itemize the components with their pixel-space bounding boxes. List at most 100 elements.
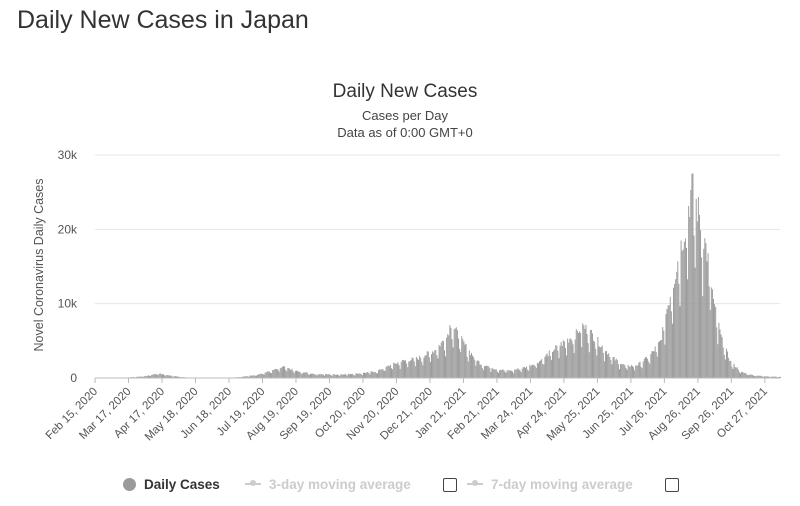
bar[interactable] [665,314,667,378]
bar[interactable] [567,338,569,378]
bar[interactable] [247,376,249,378]
bar[interactable] [689,216,691,378]
bar[interactable] [501,370,503,378]
bar[interactable] [649,363,651,378]
bar[interactable] [764,376,766,378]
bar[interactable] [463,341,465,378]
bar[interactable] [241,376,243,378]
bar[interactable] [688,206,690,378]
bar[interactable] [535,367,537,378]
bar[interactable] [708,286,710,378]
bar[interactable] [298,371,300,378]
bar[interactable] [760,375,762,378]
bar[interactable] [366,372,368,378]
bar[interactable] [414,366,416,378]
bar[interactable] [346,375,348,378]
bar[interactable] [717,344,719,378]
bar[interactable] [481,367,483,378]
bar[interactable] [472,355,474,378]
bar[interactable] [276,369,278,378]
bar[interactable] [252,375,254,378]
bar[interactable] [682,249,684,378]
bar[interactable] [326,374,328,378]
bar[interactable] [422,365,424,378]
bar[interactable] [360,374,362,378]
bar[interactable] [671,323,673,378]
bar[interactable] [440,342,442,378]
bar[interactable] [622,364,624,378]
bar[interactable] [379,369,381,378]
bar[interactable] [329,374,331,378]
bar[interactable] [536,362,538,378]
bar[interactable] [257,374,259,378]
bar[interactable] [664,344,666,378]
bar[interactable] [432,351,434,378]
bar[interactable] [305,372,307,378]
bar[interactable] [623,364,625,378]
bar[interactable] [460,351,462,378]
bar[interactable] [405,360,407,378]
bar[interactable] [327,374,329,378]
bar[interactable] [673,287,675,378]
bar[interactable] [580,332,582,378]
bar[interactable] [687,279,689,378]
bar[interactable] [547,356,549,378]
bar[interactable] [267,371,269,378]
bar[interactable] [388,366,390,378]
bar[interactable] [300,372,302,378]
bar[interactable] [727,351,729,378]
bar[interactable] [647,358,649,378]
bar[interactable] [658,341,660,378]
bar[interactable] [514,369,516,378]
bar[interactable] [613,356,615,378]
bar[interactable] [335,374,337,378]
bar[interactable] [436,355,438,378]
bar[interactable] [154,374,156,378]
bar[interactable] [696,221,698,378]
bar[interactable] [377,373,378,378]
bar[interactable] [722,347,724,378]
bar[interactable] [523,367,525,378]
bar[interactable] [584,328,586,378]
checkbox-3-day-average[interactable] [443,478,457,492]
bar[interactable] [262,373,264,378]
bar[interactable] [397,362,399,378]
bar[interactable] [648,361,650,378]
bar[interactable] [661,339,663,378]
bar[interactable] [604,351,606,378]
bar[interactable] [278,371,280,378]
bar[interactable] [553,350,555,378]
bar[interactable] [167,375,169,378]
bar[interactable] [626,369,628,378]
bar[interactable] [261,373,263,378]
bar[interactable] [279,368,281,378]
bar[interactable] [735,367,737,378]
bar[interactable] [638,362,640,378]
bar[interactable] [639,361,641,378]
bar[interactable] [646,357,647,378]
bar[interactable] [155,374,157,378]
bar[interactable] [469,354,471,378]
bar[interactable] [353,374,355,378]
bar[interactable] [424,355,426,378]
bar[interactable] [773,376,775,378]
bar[interactable] [602,352,604,378]
bar[interactable] [437,358,439,378]
bar[interactable] [585,324,587,378]
bar[interactable] [394,363,396,378]
bar[interactable] [368,372,370,378]
bar[interactable] [526,366,528,378]
bar[interactable] [138,376,140,378]
bar[interactable] [690,190,692,378]
bar[interactable] [177,376,179,378]
bar[interactable] [367,371,369,378]
bar[interactable] [340,374,342,378]
bar[interactable] [667,305,669,378]
bar[interactable] [462,339,464,378]
bar[interactable] [452,347,454,378]
bar[interactable] [729,361,731,378]
bar[interactable] [543,364,545,378]
bar[interactable] [176,376,177,378]
bar[interactable] [521,368,523,378]
bar[interactable] [365,373,367,378]
